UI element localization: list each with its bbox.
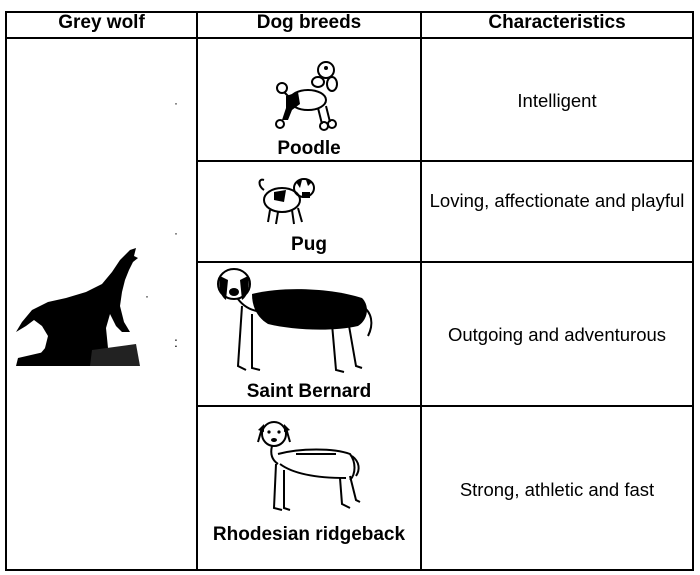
rhodesian-ridgeback-icon xyxy=(257,421,361,511)
breed-label-saint-bernard: Saint Bernard xyxy=(246,381,372,402)
characteristic-pug: Loving, affectionate and playful xyxy=(429,190,685,211)
dot-marker: : xyxy=(174,334,178,350)
saint-bernard-icon xyxy=(217,268,373,373)
header-characteristics: Characteristics xyxy=(488,12,626,33)
pug-icon xyxy=(258,178,315,225)
howling-wolf-icon xyxy=(16,248,140,366)
dot-marker: · xyxy=(174,96,178,110)
poodle-icon xyxy=(275,61,338,131)
header-dog-breeds: Dog breeds xyxy=(256,12,362,33)
characteristic-poodle: Intelligent xyxy=(517,90,597,111)
breed-label-rhodesian-ridgeback: Rhodesian ridgeback xyxy=(212,524,406,545)
header-grey-wolf: Grey wolf xyxy=(58,12,145,33)
dot-marker: · xyxy=(145,289,149,303)
breed-label-pug: Pug xyxy=(291,234,327,255)
characteristic-rhodesian-ridgeback: Strong, athletic and fast xyxy=(459,479,655,500)
characteristic-saint-bernard: Outgoing and adventurous xyxy=(447,324,667,345)
dot-marker: · xyxy=(174,226,178,240)
breed-label-poodle: Poodle xyxy=(277,138,341,159)
